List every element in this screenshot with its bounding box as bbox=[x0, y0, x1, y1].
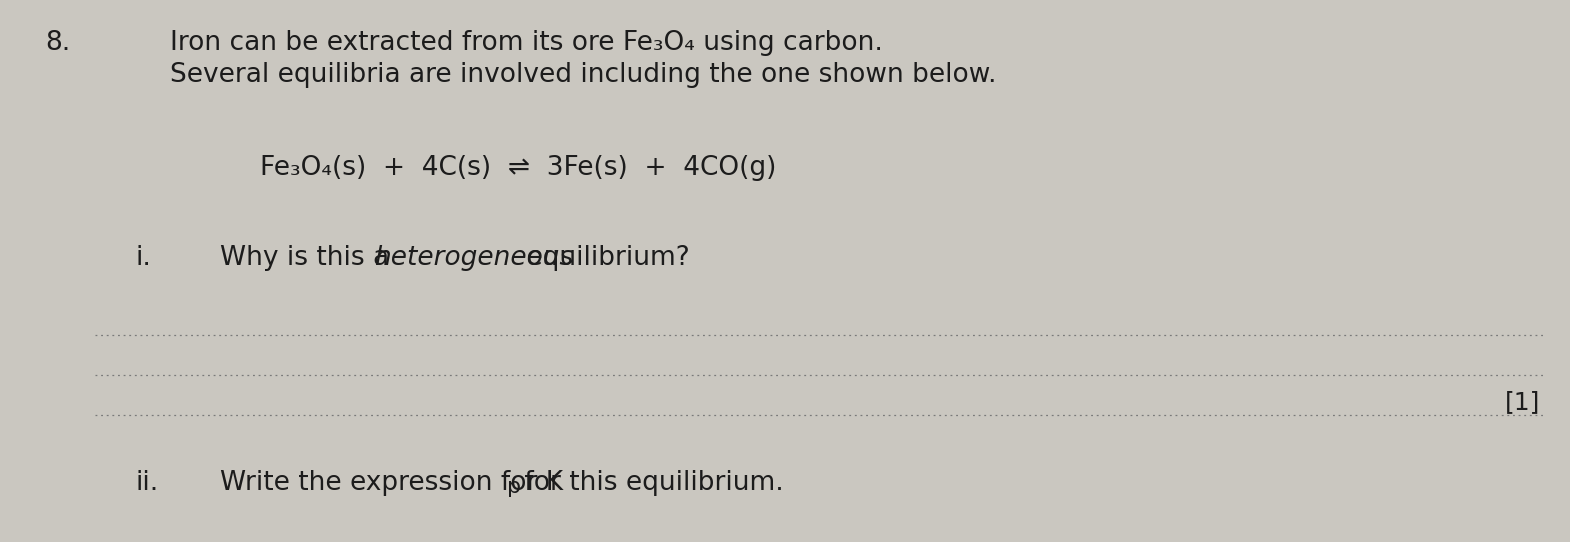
Text: for this equilibrium.: for this equilibrium. bbox=[517, 470, 783, 496]
Text: equilibrium?: equilibrium? bbox=[518, 245, 689, 271]
Text: 8.: 8. bbox=[46, 30, 71, 56]
Text: heterogeneous: heterogeneous bbox=[374, 245, 573, 271]
Text: [1]: [1] bbox=[1504, 390, 1540, 414]
Text: Write the expression for K: Write the expression for K bbox=[220, 470, 564, 496]
Text: p: p bbox=[507, 477, 521, 497]
Text: Several equilibria are involved including the one shown below.: Several equilibria are involved includin… bbox=[170, 62, 997, 88]
Text: ii.: ii. bbox=[135, 470, 159, 496]
Text: Why is this a: Why is this a bbox=[220, 245, 397, 271]
Text: Iron can be extracted from its ore Fe₃O₄ using carbon.: Iron can be extracted from its ore Fe₃O₄… bbox=[170, 30, 882, 56]
Text: Fe₃O₄(s)  +  4C(s)  ⇌  3Fe(s)  +  4CO(g): Fe₃O₄(s) + 4C(s) ⇌ 3Fe(s) + 4CO(g) bbox=[261, 155, 777, 181]
Text: i.: i. bbox=[135, 245, 151, 271]
